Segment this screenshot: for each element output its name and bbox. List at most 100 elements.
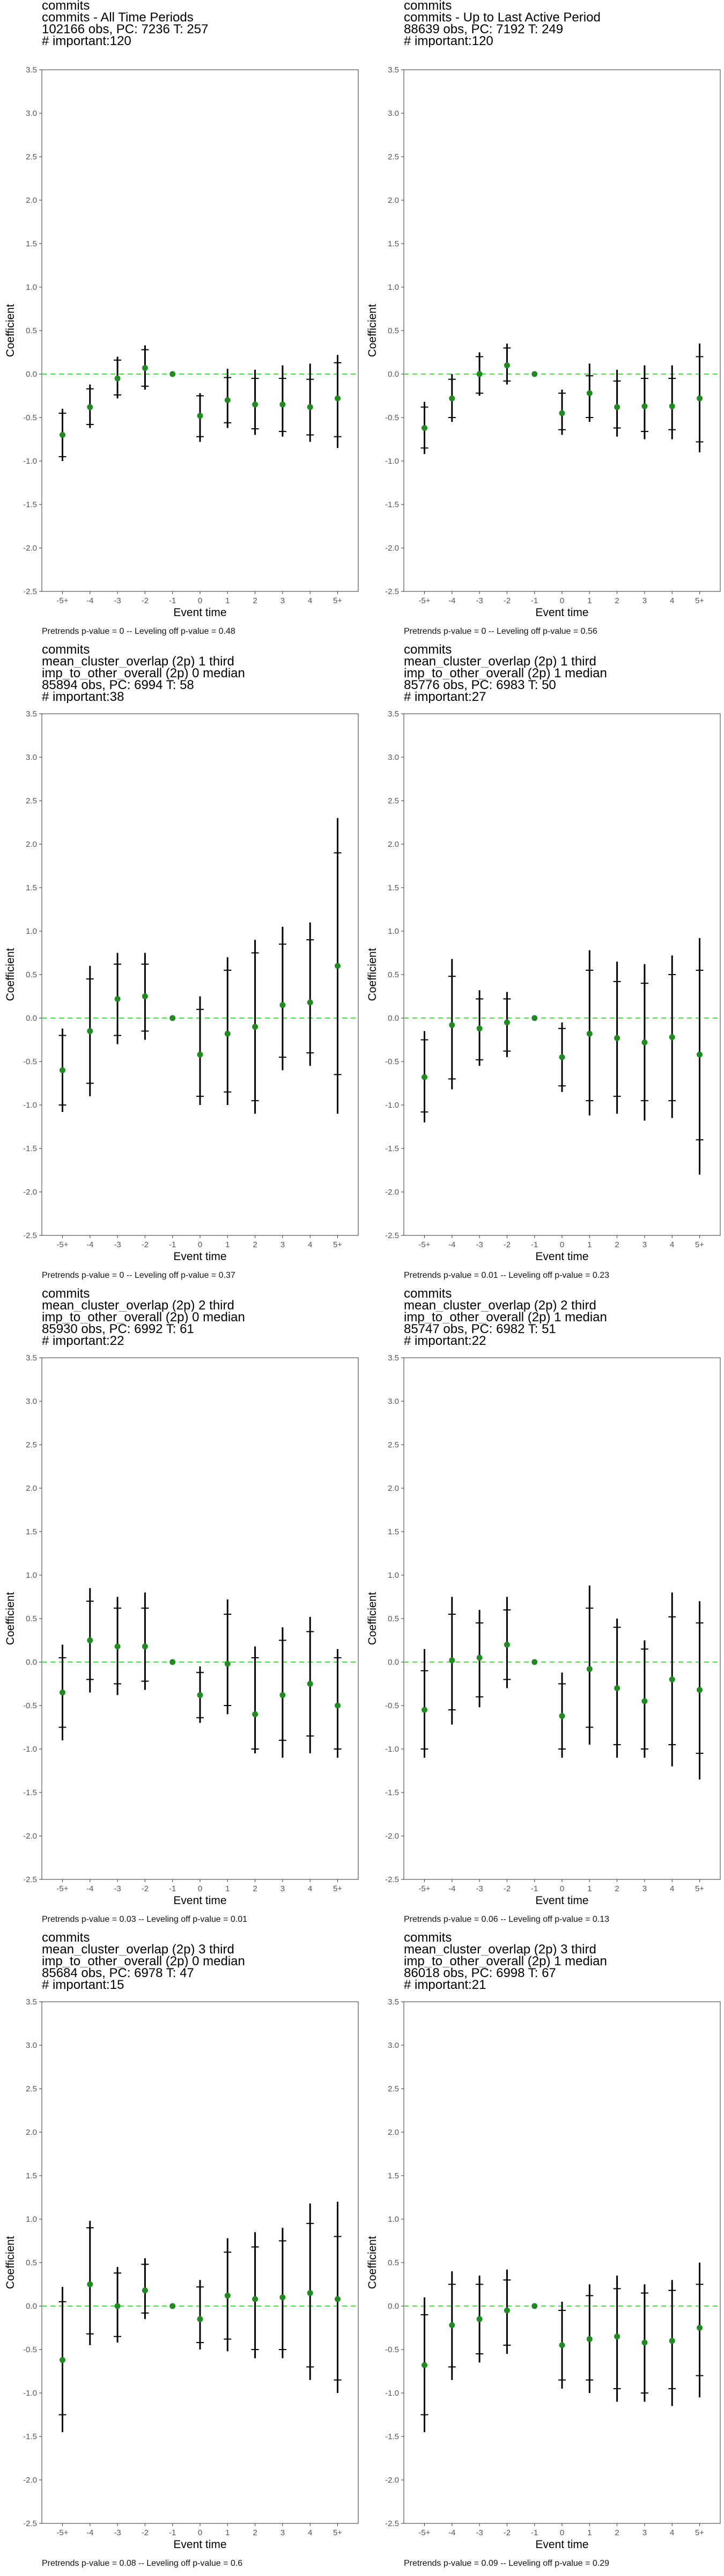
chart-title-line: 85684 obs, PC: 6978 T: 47 [42,1967,194,1979]
y-tick-label: 0.5 [388,1614,399,1623]
coefficient-point [252,1023,258,1030]
coefficient-point [614,1685,620,1692]
chart-title-line: commits [404,644,452,656]
y-tick-label: -2.0 [23,1832,37,1841]
chart-title-line: 102166 obs, PC: 7236 T: 257 [42,24,209,35]
x-tick-label: -4 [448,596,455,605]
coefficient-point [449,1022,455,1028]
x-tick-label: -2 [504,1884,511,1893]
y-tick-label: 3.0 [388,1397,399,1406]
y-tick-label: 2.5 [26,2084,37,2094]
pvalue-footnote: Pretrends p-value = 0 -- Leveling off p-… [42,1271,235,1280]
chart-title-line: commits [404,1932,452,1944]
chart-title-line: commits [42,1288,90,1300]
coefficient-point [279,2294,286,2301]
x-tick-label: 4 [308,2528,312,2537]
x-tick-label: 4 [308,1884,312,1893]
x-tick-label: -3 [476,1240,483,1249]
x-tick-label: -4 [448,1884,455,1893]
y-tick-label: -1.0 [23,2389,37,2398]
coefficient-point [697,1687,703,1693]
coefficient-point [169,1659,176,1665]
y-tick-label: 0.0 [388,1658,399,1667]
x-axis-title: Event time [173,1250,226,1263]
y-tick-label: 3.5 [388,1997,399,2007]
coefficient-point [559,1713,565,1719]
y-tick-label: 1.0 [388,1571,399,1580]
coefficient-point [421,1074,427,1080]
coefficient-point [224,1030,231,1037]
coefficient-point [449,1657,455,1664]
coefficient-point [307,404,313,411]
x-tick-label: 2 [253,1884,257,1893]
x-axis-title: Event time [173,2538,226,2551]
coefficient-point [476,2316,483,2322]
y-tick-label: 2.5 [388,1440,399,1450]
y-tick-label: -1.0 [385,2389,399,2398]
x-tick-label: 2 [253,596,257,605]
x-tick-label: -2 [142,1884,149,1893]
x-tick-label: 2 [615,596,619,605]
chart-title-line: commits [404,0,452,12]
pvalue-footnote: Pretrends p-value = 0 -- Leveling off p-… [404,627,597,636]
coefficient-point [197,1692,203,1699]
errorbar-chart: -2.5 -2.0 -1.5 -1.0 -0.5 0.0 0.5 1.0 1.5 2.0 2.5 3.… [366,1353,721,1907]
chart-title-line: # important:22 [404,1335,486,1347]
chart-title-line: commits [42,644,90,656]
y-tick-label: 0.5 [26,970,37,979]
coefficient-point [641,1039,648,1045]
x-tick-label: -1 [531,1884,538,1893]
x-tick-label: 5+ [333,1240,342,1249]
coefficient-point [169,1015,176,1021]
y-tick-label: 0.5 [26,2258,37,2267]
x-tick-label: -4 [86,1884,93,1893]
x-tick-label: -1 [169,596,176,605]
x-tick-label: 4 [670,2528,674,2537]
y-tick-label: 0.5 [26,1614,37,1623]
x-tick-label: -5+ [56,596,68,605]
coefficient-point [59,2357,65,2363]
coefficient-point [307,1681,313,1687]
y-axis-title: Coefficient [4,304,17,357]
x-tick-label: 3 [280,596,285,605]
x-tick-label: 0 [560,1240,564,1249]
y-tick-label: 1.0 [26,927,37,936]
coefficient-point [614,1035,620,1041]
x-tick-label: 2 [615,1884,619,1893]
y-axis-title: Coefficient [4,1592,17,1645]
coefficient-point [476,1655,483,1661]
chart-title-line: # important:120 [404,35,493,47]
coefficient-point [307,2290,313,2296]
x-tick-label: -2 [504,596,511,605]
coefficient-point [224,1660,231,1667]
coefficient-point [169,371,176,377]
plot-frame [403,2001,721,2524]
x-axis-title: Event time [535,1894,588,1907]
x-tick-label: -3 [476,2528,483,2537]
chart-title-line: mean_cluster_overlap (2p) 3 third [42,1944,234,1956]
coefficient-point [697,395,703,401]
coefficient-point [335,1702,341,1709]
coefficient-point [559,2342,565,2348]
coefficient-point [697,1051,703,1058]
y-tick-label: 2.5 [388,2084,399,2094]
x-tick-label: -3 [114,1240,121,1249]
x-tick-label: 2 [253,1240,257,1249]
chart-title: commits commits - Up to Last Active Perio… [404,0,720,47]
y-tick-label: -1.0 [23,1101,37,1110]
x-tick-label: -3 [114,2528,121,2537]
y-tick-label: -2.0 [23,2476,37,2485]
coefficient-point [421,425,427,431]
plot-frame [403,69,721,592]
y-tick-label: -1.0 [385,457,399,466]
coefficient-point [586,1666,593,1672]
x-tick-label: -5+ [56,1240,68,1249]
coefficient-point [449,395,455,401]
errorbar-chart: -2.5 -2.0 -1.5 -1.0 -0.5 0.0 0.5 1.0 1.5 2.0 2.5 3.… [366,65,721,619]
x-tick-label: 3 [642,2528,647,2537]
chart-panel: commits mean_cluster_overlap (2p) 1 third… [0,644,362,1288]
x-tick-label: -4 [86,2528,93,2537]
errorbar-chart: -2.5 -2.0 -1.5 -1.0 -0.5 0.0 0.5 1.0 1.5 2.0 2.5 3.… [4,65,359,619]
y-tick-label: 2.5 [388,152,399,162]
chart-title: commits mean_cluster_overlap (2p) 1 third… [42,644,358,703]
